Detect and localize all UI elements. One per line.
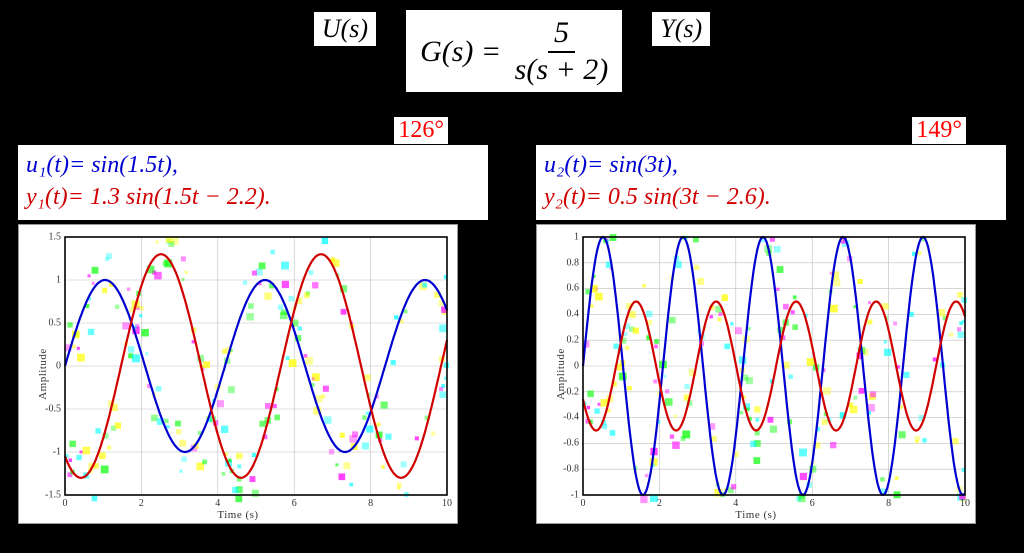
y1-equation: y₁(t)= 1.3 sin(1.5t − 2.2). — [26, 181, 480, 213]
chart-left: Amplitude Time (s) -1.5-1-0.500.511.5024… — [18, 224, 458, 524]
u1-equation: u₁(t)= sin(1.5t), — [26, 149, 480, 181]
tf-lhs: G(s) = — [420, 35, 507, 68]
ylabel-left: Amplitude — [37, 348, 49, 400]
transfer-function-row: U(s) G(s) = 5 s(s + 2) Y(s) — [0, 10, 1024, 105]
panel-left: 126° ↓ u₁(t)= sin(1.5t), y₁(t)= 1.3 sin(… — [18, 145, 488, 524]
output-signal-label: Y(s) — [652, 12, 710, 46]
tf-denominator: s(s + 2) — [515, 51, 609, 86]
y2-equation: y₂(t)= 0.5 sin(3t − 2.6). — [544, 181, 998, 213]
xlabel-right: Time (s) — [735, 509, 776, 521]
u2-equation: u₂(t)= sin(3t), — [544, 149, 998, 181]
input-signal-label: U(s) — [314, 12, 376, 46]
transfer-function-box: G(s) = 5 s(s + 2) — [406, 10, 622, 92]
phase-deg-left: 126° — [394, 117, 448, 144]
phase-deg-right: 149° — [912, 117, 966, 144]
panel-right: 149° ↓ u₂(t)= sin(3t), y₂(t)= 0.5 sin(3t… — [536, 145, 1006, 524]
tf-numerator: 5 — [548, 16, 575, 53]
xlabel-left: Time (s) — [217, 509, 258, 521]
chart-right: Amplitude Time (s) -1-0.8-0.6-0.4-0.200.… — [536, 224, 976, 524]
equations-left: u₁(t)= sin(1.5t), y₁(t)= 1.3 sin(1.5t − … — [18, 145, 488, 220]
equations-right: u₂(t)= sin(3t), y₂(t)= 0.5 sin(3t − 2.6)… — [536, 145, 1006, 220]
